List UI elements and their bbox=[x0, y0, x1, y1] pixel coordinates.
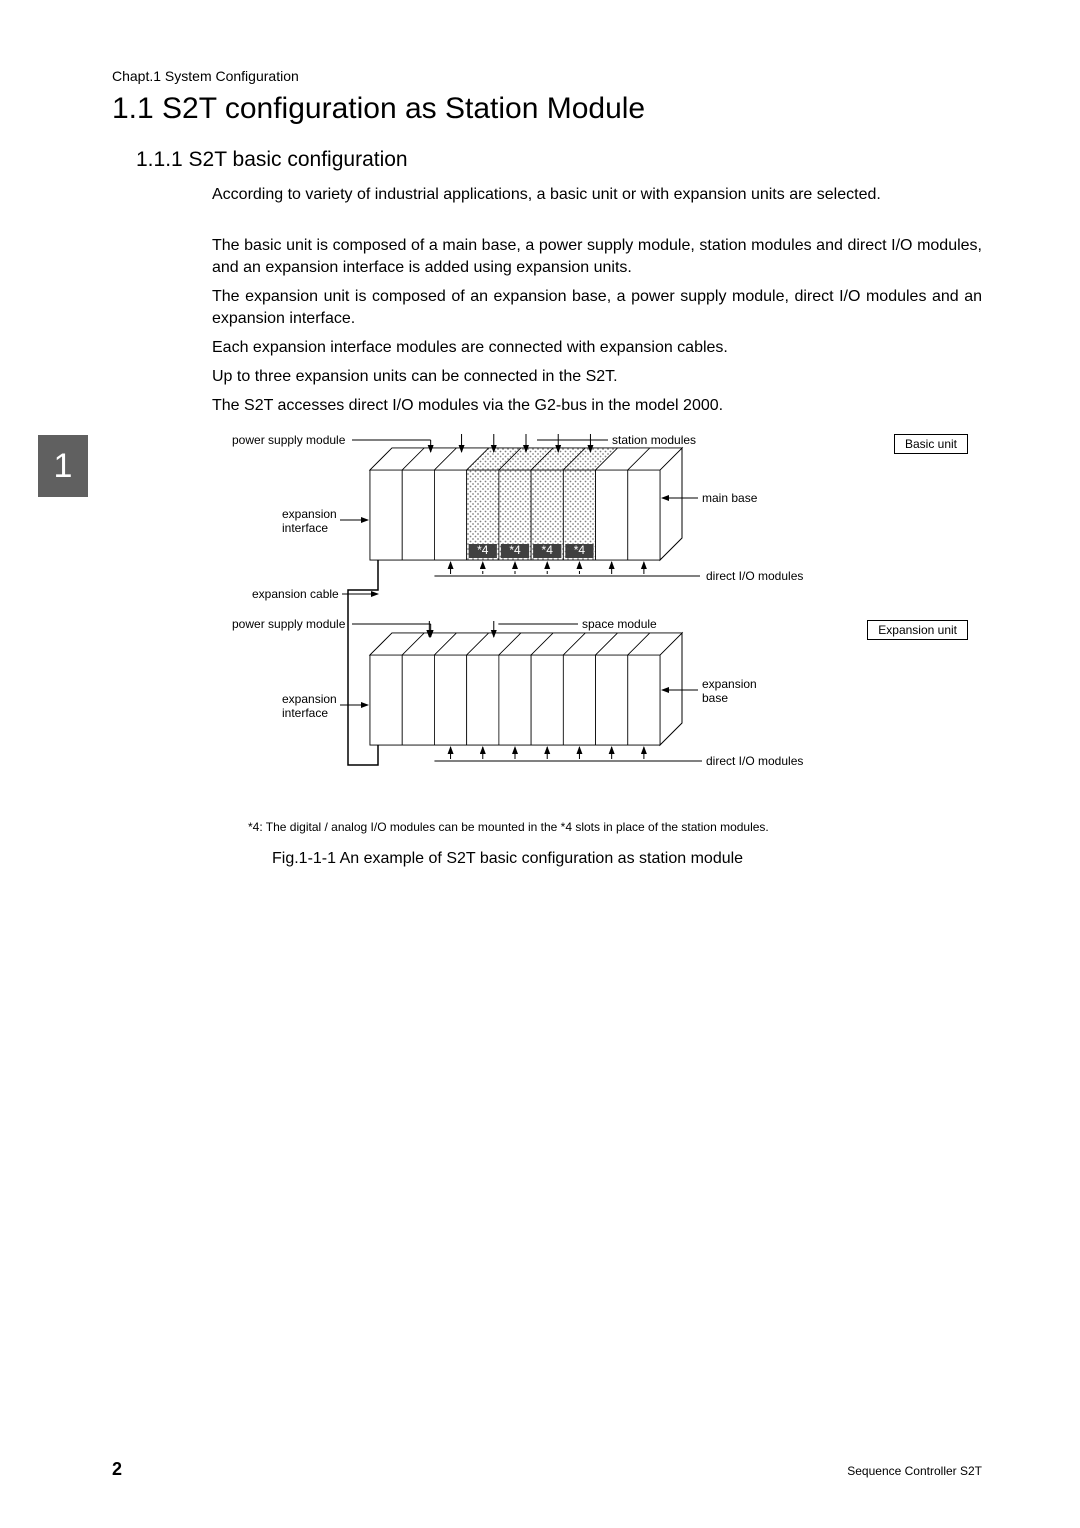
footnote: *4: The digital / analog I/O modules can… bbox=[248, 820, 769, 834]
paragraph-3: The expansion unit is composed of an exp… bbox=[212, 286, 982, 329]
svg-text:expansioninterface: expansioninterface bbox=[282, 507, 337, 535]
svg-text:*4: *4 bbox=[509, 543, 521, 557]
paragraph-4: Each expansion interface modules are con… bbox=[212, 337, 982, 359]
svg-text:*4: *4 bbox=[477, 543, 489, 557]
paragraph-5: Up to three expansion units can be conne… bbox=[212, 366, 982, 388]
paragraph-2: The basic unit is composed of a main bas… bbox=[212, 235, 982, 278]
chapter-header: Chapt.1 System Configuration bbox=[112, 68, 299, 84]
svg-text:expansionbase: expansionbase bbox=[702, 677, 757, 705]
svg-text:power supply module: power supply module bbox=[232, 433, 346, 447]
svg-text:*4: *4 bbox=[542, 543, 554, 557]
footer-right: Sequence Controller S2T bbox=[847, 1464, 982, 1478]
expansion-unit-label: Expansion unit bbox=[867, 620, 968, 640]
chapter-tab: 1 bbox=[38, 435, 88, 497]
svg-text:direct I/O modules: direct I/O modules bbox=[706, 754, 803, 768]
paragraph-6: The S2T accesses direct I/O modules via … bbox=[212, 395, 982, 417]
paragraph-1: According to variety of industrial appli… bbox=[212, 184, 982, 206]
svg-text:expansioninterface: expansioninterface bbox=[282, 692, 337, 720]
svg-text:direct I/O modules: direct I/O modules bbox=[706, 569, 803, 583]
svg-text:main base: main base bbox=[702, 491, 758, 505]
svg-text:*4: *4 bbox=[574, 543, 586, 557]
basic-unit-label: Basic unit bbox=[894, 434, 968, 454]
configuration-diagram: *4 *4 *4 *4 power supply module station modu… bbox=[212, 428, 982, 813]
heading-2: 1.1.1 S2T basic configuration bbox=[136, 148, 408, 172]
page-number: 2 bbox=[112, 1459, 122, 1480]
svg-text:space module: space module bbox=[582, 617, 657, 631]
svg-text:station modules: station modules bbox=[612, 433, 696, 447]
heading-1: 1.1 S2T configuration as Station Module bbox=[112, 92, 645, 126]
svg-text:expansion cable: expansion cable bbox=[252, 587, 339, 601]
figure-caption: Fig.1-1-1 An example of S2T basic config… bbox=[272, 850, 743, 868]
svg-text:power supply module: power supply module bbox=[232, 617, 346, 631]
